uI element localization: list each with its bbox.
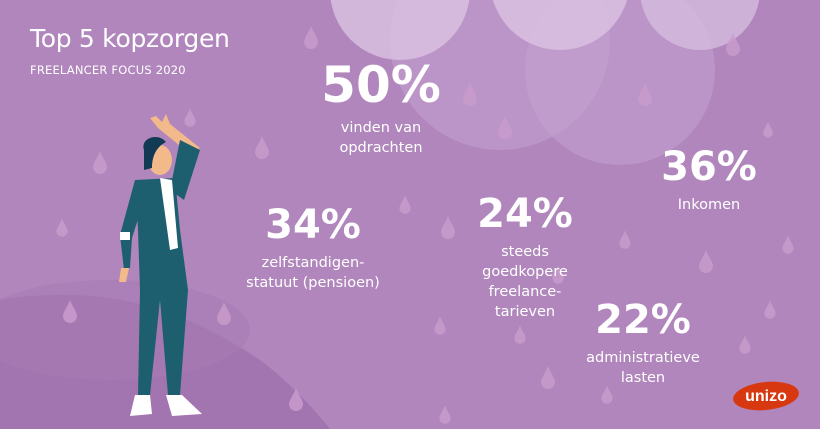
raindrop-icon — [255, 136, 269, 159]
raindrop-icon — [304, 26, 318, 49]
raindrop-icon — [763, 121, 773, 138]
raindrop-icon — [739, 335, 751, 354]
raindrop-icon — [601, 385, 613, 404]
stat-label: tarieven — [494, 304, 556, 320]
page-subtitle: FREELANCER FOCUS 2020 — [30, 63, 186, 77]
raindrop-icon — [463, 83, 477, 106]
raindrop-icon — [619, 230, 631, 249]
raindrop-icon — [399, 195, 411, 214]
page-title: Top 5 kopzorgen — [30, 24, 230, 53]
raindrop-icon — [289, 388, 303, 411]
stat-label: Inkomen — [677, 197, 741, 213]
raindrop-icon — [638, 83, 652, 106]
cloud-icon — [330, 0, 760, 165]
stat-lasten: 22% administratieve lasten — [586, 300, 700, 388]
stat-percent: 22% — [595, 297, 691, 343]
raindrop-icon — [764, 300, 776, 319]
raindrop-icon — [514, 325, 526, 344]
raindrop-icon — [782, 235, 794, 254]
raindrop-icon — [699, 250, 713, 273]
ground-shadow-2 — [0, 280, 250, 380]
raindrop-icon — [217, 302, 231, 325]
stat-label: steeds — [501, 244, 549, 260]
raindrop-icon — [184, 108, 196, 127]
stat-percent: 36% — [661, 144, 757, 190]
logo-text: unizo — [745, 388, 787, 405]
stat-label: zelfstandigen- — [261, 255, 365, 271]
stat-percent: 34% — [265, 202, 361, 248]
stat-opdrachten: 50% vinden van opdrachten — [321, 60, 441, 158]
raindrop-icon — [63, 300, 77, 323]
stat-label: goedkopere — [482, 264, 568, 280]
raindrop-icon — [93, 151, 107, 174]
stat-label: freelance- — [488, 284, 562, 300]
stat-percent: 50% — [321, 56, 441, 114]
raindrop-icon — [498, 116, 512, 139]
stat-inkomen: 36% Inkomen — [661, 147, 757, 215]
stat-percent: 24% — [477, 191, 573, 237]
stat-label: statuut (pensioen) — [246, 275, 380, 291]
raindrop-icon — [552, 265, 564, 284]
person-illustration — [119, 114, 202, 416]
stat-label: administratieve — [586, 350, 700, 366]
raindrop-icon — [541, 366, 555, 389]
stat-label: lasten — [620, 370, 666, 386]
raindrop-icon — [56, 218, 68, 237]
unizo-logo: unizo — [733, 381, 799, 411]
raindrop-icon — [434, 316, 446, 335]
stat-statuut: 34% zelfstandigen- statuut (pensioen) — [246, 205, 380, 293]
raindrop-icon — [726, 33, 740, 56]
stat-label: opdrachten — [339, 140, 423, 156]
stat-tarieven: 24% steeds goedkopere freelance- tarieve… — [477, 194, 573, 322]
raindrop-icon — [441, 216, 455, 239]
stat-label: vinden van — [340, 120, 422, 136]
raindrop-icon — [439, 405, 451, 424]
